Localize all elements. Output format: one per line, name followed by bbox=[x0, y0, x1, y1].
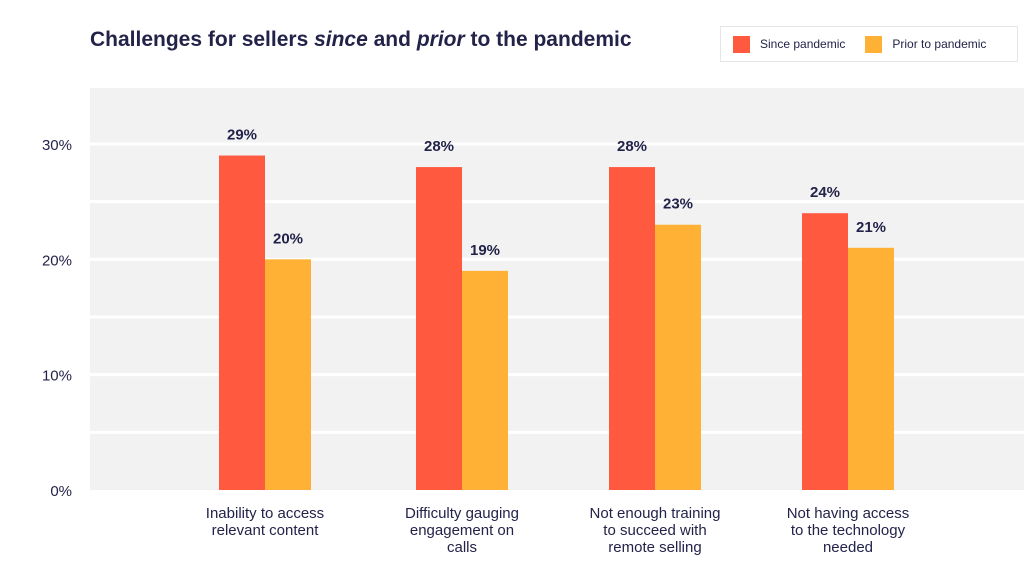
title-emphasis-prior: prior bbox=[416, 28, 465, 51]
legend-item-prior: Prior to pandemic bbox=[865, 35, 987, 53]
x-category-label-line: engagement on bbox=[410, 522, 514, 539]
title-part: to the pandemic bbox=[464, 28, 632, 51]
data-label-since: 28% bbox=[424, 138, 454, 155]
x-category-label: Not enough training to succeed with remote… bbox=[590, 505, 721, 556]
data-label-prior: 21% bbox=[856, 219, 886, 236]
x-category-label-line: remote selling bbox=[608, 539, 701, 556]
bar-since bbox=[219, 155, 265, 491]
title-part: Challenges for sellers bbox=[90, 28, 315, 51]
bar-prior bbox=[848, 247, 894, 490]
y-tick-label: 0% bbox=[50, 483, 72, 500]
x-category-label-line: Difficulty gauging bbox=[405, 505, 519, 522]
data-label-prior: 19% bbox=[470, 242, 500, 259]
data-label-since: 28% bbox=[617, 138, 647, 155]
x-category-label: Difficulty gauging engagement on calls bbox=[405, 505, 519, 556]
data-label-since: 29% bbox=[227, 127, 257, 144]
x-category-label: Inability to access relevant content bbox=[206, 505, 324, 539]
x-category-label-line: relevant content bbox=[212, 522, 320, 539]
legend-label-since: Since pandemic bbox=[760, 37, 846, 51]
data-label-prior: 20% bbox=[273, 230, 303, 247]
x-category-label-line: Not having access bbox=[787, 505, 910, 522]
x-category-label-line: calls bbox=[447, 539, 477, 556]
x-category-label-line: to succeed with bbox=[603, 522, 706, 539]
bar-prior bbox=[462, 270, 508, 490]
chart-legend: Since pandemic Prior to pandemic bbox=[720, 26, 1018, 62]
title-part: and bbox=[367, 28, 417, 51]
bar-prior bbox=[655, 224, 701, 490]
legend-item-since: Since pandemic bbox=[733, 35, 846, 53]
bar-prior bbox=[265, 259, 311, 490]
chart-title: Challenges for sellers since and prior t… bbox=[90, 28, 632, 52]
legend-label-prior: Prior to pandemic bbox=[892, 37, 987, 51]
bar-since bbox=[802, 213, 848, 490]
data-label-prior: 23% bbox=[663, 196, 693, 213]
x-category-label-line: Not enough training bbox=[590, 505, 721, 522]
x-category-label-line: Inability to access bbox=[206, 505, 324, 522]
bar-since bbox=[609, 167, 655, 491]
bar-since bbox=[416, 167, 462, 491]
y-tick-label: 10% bbox=[42, 368, 72, 385]
legend-swatch-prior bbox=[865, 35, 883, 53]
x-category-label: Not having access to the technology needed bbox=[787, 505, 910, 556]
legend-swatch-since bbox=[733, 35, 750, 53]
x-category-label-line: needed bbox=[823, 539, 873, 556]
title-emphasis-since: since bbox=[314, 28, 368, 51]
data-label-since: 24% bbox=[810, 184, 840, 201]
y-tick-label: 30% bbox=[42, 137, 72, 154]
y-tick-label: 20% bbox=[42, 252, 72, 269]
x-category-label-line: to the technology bbox=[791, 522, 906, 539]
